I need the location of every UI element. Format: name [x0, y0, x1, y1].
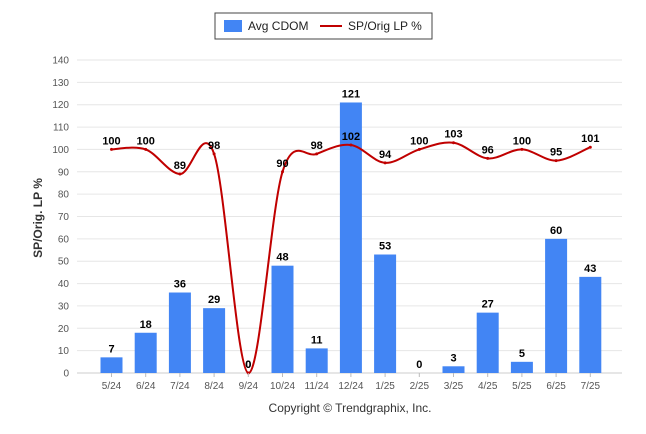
line-data-label: 94 — [379, 149, 392, 161]
bar — [339, 102, 362, 373]
y-tick-label: 130 — [52, 78, 69, 89]
y-tick-label: 10 — [58, 346, 70, 357]
x-tick-label: 6/25 — [546, 381, 566, 392]
legend-label-line: SP/Orig LP % — [348, 19, 422, 33]
line-point — [315, 152, 319, 156]
y-tick-label: 110 — [53, 123, 69, 134]
bar — [476, 312, 499, 373]
line-point — [383, 161, 387, 165]
x-tick-label: 7/25 — [581, 381, 601, 392]
x-tick-label: 1/25 — [375, 381, 395, 392]
y-axis-title: SP/Orig. LP % — [31, 178, 45, 258]
y-tick-label: 30 — [58, 301, 70, 312]
line-series: 100 100 89 98 0 90 98 102 94 100 103 96 100 95 101 — [102, 129, 599, 375]
data-labels: 7 18 36 29 0 48 11 121 53 0 3 27 5 60 43 — [108, 88, 596, 371]
line-data-label: 100 — [513, 135, 531, 147]
line-data-label: 95 — [550, 147, 562, 159]
x-tick-label: 6/24 — [136, 381, 156, 392]
y-tick-label: 40 — [58, 279, 70, 290]
y-tick-label: 140 — [52, 56, 69, 67]
line-data-label: 96 — [482, 144, 494, 156]
bar — [271, 265, 294, 373]
x-tick-label: 7/24 — [170, 381, 190, 392]
legend-swatch-bar — [224, 20, 242, 32]
bar-data-label: 18 — [140, 319, 152, 331]
line-data-label: 98 — [311, 140, 323, 152]
bar — [134, 332, 157, 373]
line-data-label: 89 — [174, 160, 186, 172]
line-data-label: 100 — [137, 135, 155, 147]
line-data-label: 98 — [208, 140, 220, 152]
bar — [305, 348, 328, 373]
bar-data-label: 5 — [519, 348, 525, 360]
bar-data-label: 36 — [174, 279, 186, 291]
y-axis: 0 10 20 30 40 50 60 70 80 90 100 110 120 130 140 — [52, 56, 69, 380]
line-point — [178, 172, 182, 176]
bar-data-label: 7 — [108, 343, 114, 355]
line-point — [452, 141, 455, 145]
y-tick-label: 0 — [63, 369, 69, 380]
y-tick-label: 20 — [58, 324, 70, 335]
bar-data-label: 29 — [208, 294, 220, 306]
line-data-label: 0 — [245, 359, 251, 371]
legend-label-bar: Avg CDOM — [248, 19, 308, 33]
bar — [510, 361, 533, 373]
y-tick-label: 50 — [58, 257, 70, 268]
bar — [374, 254, 397, 373]
line-point — [110, 147, 113, 151]
line-point — [212, 152, 216, 156]
line-data-label: 103 — [444, 129, 462, 141]
line-point — [588, 145, 592, 149]
line-point — [520, 147, 524, 151]
x-tick-label: 3/25 — [444, 381, 464, 392]
bar — [168, 292, 191, 373]
y-tick-label: 90 — [58, 167, 70, 178]
x-tick-label: 11/24 — [305, 381, 330, 392]
legend: Avg CDOM SP/Orig LP % — [214, 12, 433, 40]
line-data-label: 102 — [342, 131, 360, 143]
x-tick-label: 4/25 — [478, 381, 498, 392]
bar — [203, 308, 226, 373]
bar-series — [100, 102, 602, 373]
line-data-label: 100 — [102, 135, 120, 147]
line-point — [486, 156, 490, 160]
x-tick-label: 9/24 — [239, 381, 259, 392]
line-data-label: 90 — [276, 158, 288, 170]
bar — [579, 276, 602, 373]
x-tick-label: 5/25 — [512, 381, 532, 392]
line-point — [349, 143, 353, 147]
bar — [442, 366, 465, 373]
y-tick-label: 100 — [52, 145, 69, 156]
x-tick-label: 8/24 — [204, 381, 224, 392]
bar-data-label: 0 — [416, 359, 422, 371]
bar — [100, 357, 123, 373]
bar-data-label: 53 — [379, 241, 391, 253]
bar-data-label: 27 — [482, 299, 494, 311]
y-tick-label: 60 — [58, 234, 70, 245]
bar-data-label: 43 — [584, 263, 596, 275]
bar-data-label: 0 — [245, 359, 251, 371]
line-point — [281, 170, 284, 174]
bar-data-label: 60 — [550, 225, 562, 237]
line-data-label: 100 — [410, 135, 428, 147]
y-tick-label: 70 — [58, 212, 70, 223]
x-tick-label: 12/24 — [338, 381, 363, 392]
x-tick-label: 10/24 — [270, 381, 295, 392]
x-axis: 5/24 6/24 7/24 8/24 9/24 10/24 11/24 12/24 1/25 2… — [102, 373, 601, 392]
bar — [545, 238, 568, 373]
line-data-label: 101 — [581, 133, 599, 145]
line-point — [417, 147, 421, 151]
line-point — [144, 147, 148, 151]
bar-data-label: 3 — [450, 352, 456, 364]
x-tick-label: 2/25 — [410, 381, 430, 392]
bar-data-label: 121 — [342, 88, 360, 100]
line-point — [554, 159, 558, 163]
y-tick-label: 80 — [58, 190, 70, 201]
bar-data-label: 11 — [311, 334, 323, 346]
x-tick-label: 5/24 — [102, 381, 122, 392]
bar-data-label: 48 — [276, 252, 288, 264]
copyright-text: Copyright © Trendgraphix, Inc. — [269, 401, 432, 415]
y-tick-label: 120 — [52, 100, 69, 111]
